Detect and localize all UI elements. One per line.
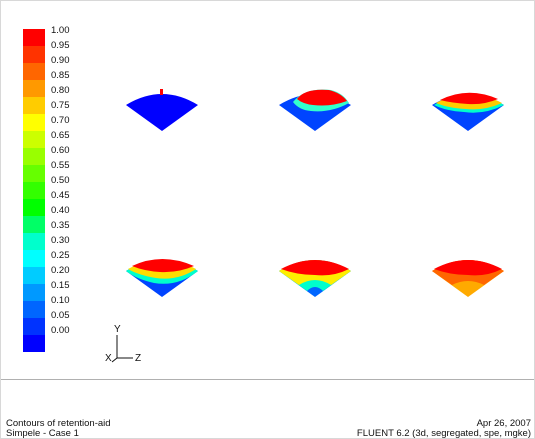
legend-swatch [23,250,45,267]
contour-plot[interactable] [271,251,359,311]
legend-tick-label: 0.60 [51,145,70,156]
legend-tick-label: 0.10 [51,295,70,306]
legend-swatch [23,284,45,301]
legend-swatch [23,165,45,182]
legend-tick-label: 0.20 [51,265,70,276]
legend-swatch [23,267,45,284]
footer-divider [1,379,534,380]
contour-region-low [126,94,198,131]
legend-swatch [23,29,45,46]
axis-z-label: Z [135,353,142,364]
footer-solver-info: FLUENT 6.2 (3d, segregated, spe, mgke) [356,428,531,439]
footer-date: Apr 26, 2007 [476,418,531,429]
legend-tick-label: 0.70 [51,115,70,126]
footer-case: Simpele - Case 1 [6,428,79,439]
contour-plot[interactable] [424,251,512,311]
axis-y-label: Y [114,324,121,335]
contour-region-high [440,92,498,105]
legend-tick-label: 0.80 [51,85,70,96]
legend-swatch [23,46,45,63]
legend-tick-label: 0.85 [51,70,70,81]
contour-region-high [434,260,502,276]
legend-tick-label: 0.40 [51,205,70,216]
contour-region-high [297,89,347,106]
legend-swatch [23,148,45,165]
legend-swatch [23,63,45,80]
axis-triad: Y X Z [105,323,175,368]
legend-tick-label: 0.30 [51,235,70,246]
legend-swatch [23,182,45,199]
legend-tick-label: 0.50 [51,175,70,186]
legend-swatch [23,301,45,318]
legend-swatch [23,97,45,114]
legend-tick-label: 0.45 [51,190,70,201]
legend-swatch [23,335,45,352]
legend-tick-label: 0.75 [51,100,70,111]
axis-x-label: X [105,353,112,364]
legend-tick-label: 0.55 [51,160,70,171]
legend-tick-label: 0.00 [51,325,70,336]
legend-tick-label: 0.35 [51,220,70,231]
legend-swatch [23,80,45,97]
contour-plot[interactable] [118,85,206,145]
legend-tick-label: 0.05 [51,310,70,321]
legend-tick-label: 0.65 [51,130,70,141]
contour-plot[interactable] [271,85,359,145]
legend-swatch [23,233,45,250]
legend-tick-label: 0.90 [51,55,70,66]
footer-title: Contours of retention-aid [6,418,111,429]
legend-swatch [23,216,45,233]
axis-triad-lines [111,335,133,363]
legend-swatch [23,131,45,148]
legend-swatch [23,318,45,335]
legend-tick-label: 0.95 [51,40,70,51]
plot-footer: Contours of retention-aid Simpele - Case… [1,380,534,439]
contour-plot[interactable] [424,85,512,145]
graphics-viewport[interactable]: 1.00 0.95 0.90 0.85 0.80 0.75 0.70 0.65 … [1,1,534,379]
legend-swatch [23,114,45,131]
legend-tick-label: 0.15 [51,280,70,291]
contour-plot[interactable] [118,251,206,311]
contour-region-high [132,259,194,273]
legend-tick-label: 0.25 [51,250,70,261]
contour-region-high [281,260,349,276]
legend-tick-label: 1.00 [51,25,70,36]
legend-swatch [23,199,45,216]
contour-region-high [160,89,163,95]
